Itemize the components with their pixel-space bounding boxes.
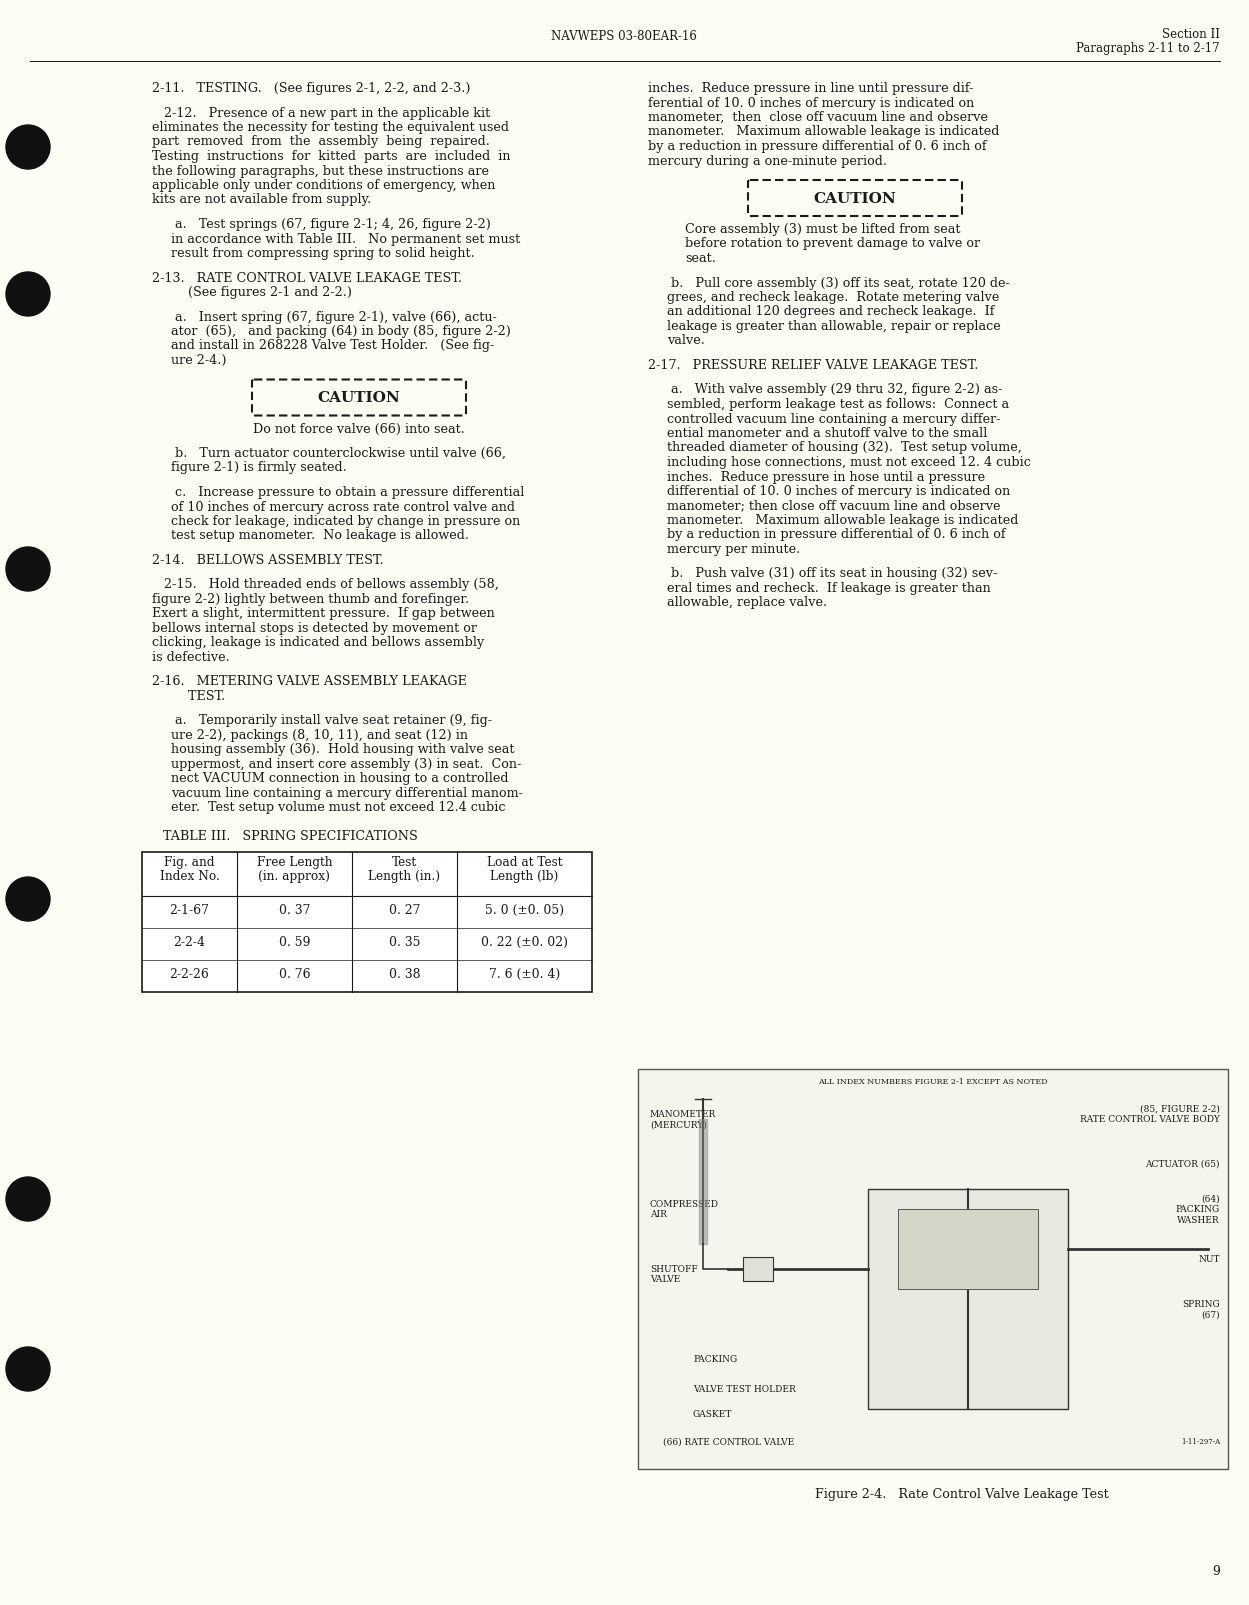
Text: 2-13.   RATE CONTROL VALVE LEAKAGE TEST.: 2-13. RATE CONTROL VALVE LEAKAGE TEST. — [152, 271, 462, 284]
Text: 2-14.   BELLOWS ASSEMBLY TEST.: 2-14. BELLOWS ASSEMBLY TEST. — [152, 554, 383, 567]
Text: uppermost, and insert core assembly (3) in seat.  Con-: uppermost, and insert core assembly (3) … — [171, 758, 521, 770]
Text: 0. 76: 0. 76 — [279, 968, 310, 981]
Text: before rotation to prevent damage to valve or: before rotation to prevent damage to val… — [686, 238, 980, 250]
Circle shape — [6, 1176, 50, 1221]
Text: 0. 27: 0. 27 — [388, 904, 420, 916]
Text: check for leakage, indicated by change in pressure on: check for leakage, indicated by change i… — [171, 515, 520, 528]
Text: inches.  Reduce pressure in hose until a pressure: inches. Reduce pressure in hose until a … — [667, 470, 985, 483]
Text: seat.: seat. — [686, 252, 717, 265]
Text: a.   Temporarily install valve seat retainer (9, fig-: a. Temporarily install valve seat retain… — [171, 714, 492, 727]
Bar — [743, 1257, 773, 1281]
Circle shape — [6, 547, 50, 592]
Text: eter.  Test setup volume must not exceed 12.4 cubic: eter. Test setup volume must not exceed … — [171, 801, 506, 814]
Text: threaded diameter of housing (32).  Test setup volume,: threaded diameter of housing (32). Test … — [667, 441, 1022, 454]
Text: by a reduction in pressure differential of 0. 6 inch of: by a reduction in pressure differential … — [648, 140, 987, 152]
Circle shape — [6, 878, 50, 921]
Text: Length (lb): Length (lb) — [491, 870, 558, 883]
Text: ure 2-2), packings (8, 10, 11), and seat (12) in: ure 2-2), packings (8, 10, 11), and seat… — [171, 729, 467, 742]
Text: is defective.: is defective. — [152, 650, 230, 663]
Circle shape — [6, 273, 50, 316]
Text: eral times and recheck.  If leakage is greater than: eral times and recheck. If leakage is gr… — [667, 581, 990, 594]
Text: Fig. and: Fig. and — [165, 855, 215, 868]
Text: vacuum line containing a mercury differential manom-: vacuum line containing a mercury differe… — [171, 786, 522, 799]
Text: 2-1-67: 2-1-67 — [170, 904, 210, 916]
Text: inches.  Reduce pressure in line until pressure dif-: inches. Reduce pressure in line until pr… — [648, 82, 973, 95]
Text: 9: 9 — [1212, 1563, 1220, 1578]
Text: 0. 37: 0. 37 — [279, 904, 310, 916]
Text: ator  (65),   and packing (64) in body (85, figure 2-2): ator (65), and packing (64) in body (85,… — [171, 324, 511, 337]
Text: GASKET: GASKET — [693, 1409, 732, 1419]
Text: applicable only under conditions of emergency, when: applicable only under conditions of emer… — [152, 178, 496, 193]
Text: 0. 35: 0. 35 — [388, 936, 420, 949]
Text: 2-17.   PRESSURE RELIEF VALVE LEAKAGE TEST.: 2-17. PRESSURE RELIEF VALVE LEAKAGE TEST… — [648, 360, 978, 372]
Text: a.   Insert spring (67, figure 2-1), valve (66), actu-: a. Insert spring (67, figure 2-1), valve… — [171, 310, 497, 323]
Text: Index No.: Index No. — [160, 870, 220, 883]
Text: including hose connections, must not exceed 12. 4 cubic: including hose connections, must not exc… — [667, 456, 1030, 469]
Text: c.   Increase pressure to obtain a pressure differential: c. Increase pressure to obtain a pressur… — [171, 486, 525, 499]
Text: Exert a slight, intermittent pressure.  If gap between: Exert a slight, intermittent pressure. I… — [152, 607, 495, 620]
Text: differential of 10. 0 inches of mercury is indicated on: differential of 10. 0 inches of mercury … — [667, 485, 1010, 498]
Text: manometer.   Maximum allowable leakage is indicated: manometer. Maximum allowable leakage is … — [667, 514, 1018, 526]
Circle shape — [6, 125, 50, 170]
Text: b.   Pull core assembly (3) off its seat, rotate 120 de-: b. Pull core assembly (3) off its seat, … — [667, 276, 1009, 289]
Text: manometer,  then  close off vacuum line and observe: manometer, then close off vacuum line an… — [648, 111, 988, 124]
Text: (See figures 2-1 and 2-2.): (See figures 2-1 and 2-2.) — [152, 286, 352, 299]
Text: COMPRESSED
AIR: COMPRESSED AIR — [649, 1199, 719, 1218]
Text: the following paragraphs, but these instructions are: the following paragraphs, but these inst… — [152, 164, 490, 178]
Text: CAUTION: CAUTION — [317, 392, 401, 404]
Text: MANOMETER
(MERCURY): MANOMETER (MERCURY) — [649, 1109, 716, 1128]
Text: 2-15.   Hold threaded ends of bellows assembly (58,: 2-15. Hold threaded ends of bellows asse… — [152, 578, 498, 591]
Text: 7. 6 (±0. 4): 7. 6 (±0. 4) — [488, 968, 560, 981]
Text: 2-11.   TESTING.   (See figures 2-1, 2-2, and 2-3.): 2-11. TESTING. (See figures 2-1, 2-2, an… — [152, 82, 471, 95]
FancyBboxPatch shape — [252, 380, 466, 416]
Text: grees, and recheck leakage.  Rotate metering valve: grees, and recheck leakage. Rotate meter… — [667, 291, 999, 303]
Text: housing assembly (36).  Hold housing with valve seat: housing assembly (36). Hold housing with… — [171, 743, 515, 756]
Text: ACTUATOR (65): ACTUATOR (65) — [1145, 1159, 1220, 1168]
Text: an additional 120 degrees and recheck leakage.  If: an additional 120 degrees and recheck le… — [667, 305, 994, 318]
Text: Testing  instructions  for  kitted  parts  are  included  in: Testing instructions for kitted parts ar… — [152, 149, 511, 162]
Text: nect VACUUM connection in housing to a controlled: nect VACUUM connection in housing to a c… — [171, 772, 508, 785]
Text: part  removed  from  the  assembly  being  repaired.: part removed from the assembly being rep… — [152, 135, 490, 148]
Text: Length (in.): Length (in.) — [368, 870, 441, 883]
Text: leakage is greater than allowable, repair or replace: leakage is greater than allowable, repai… — [667, 319, 1000, 332]
Text: Test: Test — [392, 855, 417, 868]
Text: valve.: valve. — [667, 334, 704, 347]
Bar — [638, 1069, 1228, 1469]
Text: (66) RATE CONTROL VALVE: (66) RATE CONTROL VALVE — [663, 1436, 794, 1446]
Text: CAUTION: CAUTION — [813, 193, 897, 205]
Text: Figure 2-4.   Rate Control Valve Leakage Test: Figure 2-4. Rate Control Valve Leakage T… — [816, 1488, 1109, 1501]
FancyBboxPatch shape — [748, 181, 962, 217]
Text: (in. approx): (in. approx) — [259, 870, 331, 883]
Text: Core assembly (3) must be lifted from seat: Core assembly (3) must be lifted from se… — [686, 223, 960, 236]
Text: b.   Turn actuator counterclockwise until valve (66,: b. Turn actuator counterclockwise until … — [171, 446, 506, 459]
Text: by a reduction in pressure differential of 0. 6 inch of: by a reduction in pressure differential … — [667, 528, 1005, 541]
Text: Section II: Section II — [1162, 27, 1220, 42]
Text: TEST.: TEST. — [152, 690, 225, 703]
Text: NUT: NUT — [1199, 1254, 1220, 1263]
Text: ALL INDEX NUMBERS FIGURE 2-1 EXCEPT AS NOTED: ALL INDEX NUMBERS FIGURE 2-1 EXCEPT AS N… — [818, 1077, 1048, 1085]
Bar — [898, 1209, 1038, 1289]
Text: TABLE III.   SPRING SPECIFICATIONS: TABLE III. SPRING SPECIFICATIONS — [162, 830, 417, 843]
Text: 2-16.   METERING VALVE ASSEMBLY LEAKAGE: 2-16. METERING VALVE ASSEMBLY LEAKAGE — [152, 676, 467, 689]
Text: allowable, replace valve.: allowable, replace valve. — [667, 595, 827, 610]
Text: b.   Push valve (31) off its seat in housing (32) sev-: b. Push valve (31) off its seat in housi… — [667, 567, 997, 579]
Text: bellows internal stops is detected by movement or: bellows internal stops is detected by mo… — [152, 621, 477, 634]
Text: kits are not available from supply.: kits are not available from supply. — [152, 193, 371, 207]
Text: (85, FIGURE 2-2)
RATE CONTROL VALVE BODY: (85, FIGURE 2-2) RATE CONTROL VALVE BODY — [1080, 1104, 1220, 1124]
Text: VALVE TEST HOLDER: VALVE TEST HOLDER — [693, 1384, 796, 1393]
Text: figure 2-2) lightly between thumb and forefinger.: figure 2-2) lightly between thumb and fo… — [152, 592, 470, 605]
Text: result from compressing spring to solid height.: result from compressing spring to solid … — [171, 247, 475, 260]
Text: Load at Test: Load at Test — [487, 855, 562, 868]
Text: 2-2-26: 2-2-26 — [170, 968, 210, 981]
Text: manometer.   Maximum allowable leakage is indicated: manometer. Maximum allowable leakage is … — [648, 125, 999, 138]
Text: 0. 38: 0. 38 — [388, 968, 421, 981]
Bar — [868, 1189, 1068, 1409]
Text: SPRING
(67): SPRING (67) — [1183, 1298, 1220, 1319]
Text: a.   With valve assembly (29 thru 32, figure 2-2) as-: a. With valve assembly (29 thru 32, figu… — [667, 384, 1002, 396]
Text: 0. 59: 0. 59 — [279, 936, 310, 949]
Text: ential manometer and a shutoff valve to the small: ential manometer and a shutoff valve to … — [667, 427, 987, 440]
Text: (64)
PACKING
WASHER: (64) PACKING WASHER — [1175, 1194, 1220, 1225]
Text: eliminates the necessity for testing the equivalent used: eliminates the necessity for testing the… — [152, 120, 510, 133]
Text: Do not force valve (66) into seat.: Do not force valve (66) into seat. — [254, 422, 465, 435]
Text: sembled, perform leakage test as follows:  Connect a: sembled, perform leakage test as follows… — [667, 398, 1009, 411]
